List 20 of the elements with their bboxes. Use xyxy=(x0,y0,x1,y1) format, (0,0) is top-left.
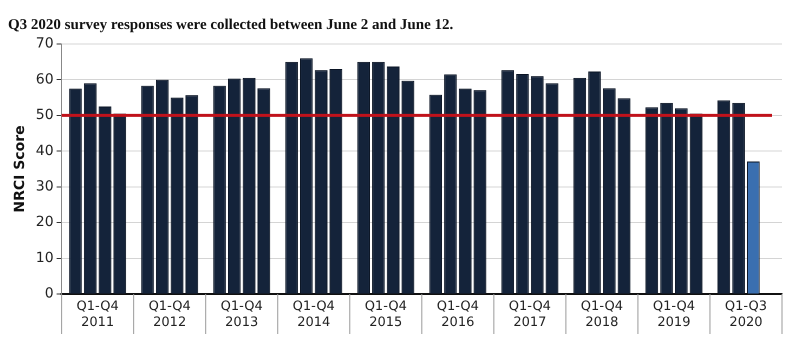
y-tick-label: 20 xyxy=(36,214,54,230)
x-tick-label: Q1-Q4 2012 xyxy=(148,299,191,330)
x-tick-label: Q1-Q4 2015 xyxy=(364,299,407,330)
y-tick-label: 70 xyxy=(36,36,54,52)
x-tick-label: Q1-Q3 2020 xyxy=(724,299,768,330)
y-tick-label: 40 xyxy=(36,142,54,159)
y-tick-label: 50 xyxy=(36,107,54,124)
x-tick-label: Q1-Q4 2016 xyxy=(436,299,479,330)
x-tick-label: Q1-Q4 2011 xyxy=(76,299,119,330)
y-axis-title: NRCI Score xyxy=(12,125,28,213)
chart-title: Q3 2020 survey responses were collected between June 2 and June 12. xyxy=(8,16,454,33)
x-tick-label: Q1-Q4 2019 xyxy=(652,299,696,330)
x-tick-label: Q1-Q4 2014 xyxy=(292,299,335,330)
y-tick-label: 0 xyxy=(44,286,54,302)
y-tick-label: 10 xyxy=(36,250,54,266)
x-tick-label: Q1-Q4 2018 xyxy=(580,299,623,330)
x-tick-label: Q1-Q4 2017 xyxy=(508,299,551,330)
x-tick-label: Q1-Q4 2013 xyxy=(220,299,263,330)
y-tick-label: 30 xyxy=(36,178,54,194)
y-tick-label: 60 xyxy=(36,71,54,88)
